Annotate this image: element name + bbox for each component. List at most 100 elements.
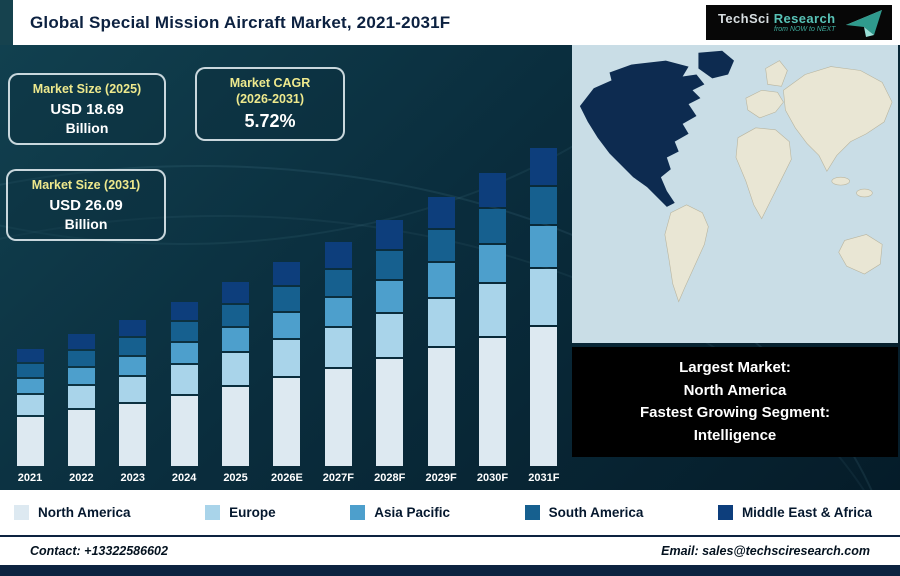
bar-segment-asia-pacific bbox=[119, 356, 147, 375]
bar-stack bbox=[170, 300, 198, 466]
bar-segment-asia-pacific bbox=[427, 263, 455, 298]
legend-swatch-icon bbox=[205, 505, 221, 520]
year-label: 2025 bbox=[223, 472, 248, 484]
chart-legend: North America Europe Asia Pacific South Ame… bbox=[0, 490, 900, 535]
bar-segment-asia-pacific bbox=[273, 312, 301, 339]
year-label: 2031F bbox=[528, 472, 560, 484]
legend-label: South America bbox=[548, 505, 644, 520]
main-panel: Market Size (2025) USD 18.69 Billion Mar… bbox=[0, 45, 900, 490]
footer-email: Email: sales@techsciresearch.com bbox=[661, 544, 870, 558]
bar-segment-middle-east-africa bbox=[427, 196, 455, 229]
bar-column: 2031F bbox=[526, 146, 562, 484]
logo-text: TechSci Research from NOW to NEXT bbox=[718, 10, 836, 34]
paper-plane-icon bbox=[846, 9, 882, 37]
world-map-svg bbox=[572, 46, 898, 342]
bottom-bar bbox=[0, 565, 900, 576]
bar-segment-middle-east-africa bbox=[376, 220, 404, 249]
year-label: 2026E bbox=[271, 472, 303, 484]
world-map bbox=[572, 45, 898, 343]
year-label: 2027F bbox=[322, 472, 354, 484]
bar-column: 2026E bbox=[269, 260, 305, 484]
bar-segment-europe bbox=[427, 299, 455, 347]
bar-segment-north-america bbox=[324, 368, 352, 466]
legend-item: Europe bbox=[205, 505, 276, 520]
market-cagr-box: Market CAGR (2026-2031) 5.72% bbox=[195, 67, 345, 142]
footer-contact: Contact: +13322586602 bbox=[30, 544, 168, 558]
bar-stack bbox=[273, 260, 301, 466]
bar-segment-asia-pacific bbox=[530, 226, 558, 267]
legend-item: Middle East & Africa bbox=[717, 505, 872, 520]
bar-stack bbox=[324, 240, 352, 466]
bar-segment-south-america bbox=[427, 230, 455, 262]
bar-segment-middle-east-africa bbox=[170, 301, 198, 321]
bar-segment-middle-east-africa bbox=[479, 173, 507, 208]
bar-segment-europe bbox=[324, 327, 352, 367]
bar-segment-middle-east-africa bbox=[324, 241, 352, 268]
bar-segment-europe bbox=[479, 284, 507, 336]
bar-segment-europe bbox=[376, 314, 404, 357]
market-size-2031-title: Market Size (2031) bbox=[31, 178, 141, 192]
bar-segment-middle-east-africa bbox=[222, 281, 250, 304]
year-label: 2021 bbox=[17, 472, 43, 484]
bar-segment-south-america bbox=[479, 209, 507, 244]
brand-tagline: from NOW to NEXT bbox=[774, 26, 836, 34]
legend-label: Europe bbox=[229, 505, 276, 520]
bar-segment-north-america bbox=[16, 416, 44, 466]
legend-item: South America bbox=[524, 505, 644, 520]
footer: Contact: +13322586602 Email: sales@techs… bbox=[0, 535, 900, 565]
bar-segment-europe bbox=[16, 395, 44, 415]
techsci-logo: TechSci Research from NOW to NEXT bbox=[706, 5, 892, 40]
bar-segment-north-america bbox=[479, 337, 507, 466]
bar-stack bbox=[16, 347, 44, 466]
bar-segment-north-america bbox=[427, 348, 455, 466]
bar-segment-north-america bbox=[170, 395, 198, 466]
header-accent-bar bbox=[0, 0, 13, 45]
year-label: 2028F bbox=[374, 472, 406, 484]
bar-segment-asia-pacific bbox=[67, 367, 95, 384]
bar-segment-north-america bbox=[67, 410, 95, 466]
legend-item: Asia Pacific bbox=[350, 505, 450, 520]
continent-scandinavia bbox=[765, 60, 788, 87]
bar-segment-middle-east-africa bbox=[16, 348, 44, 362]
brand-name: TechSci Research bbox=[718, 10, 836, 26]
island-indonesia bbox=[831, 176, 850, 186]
legend-swatch-icon bbox=[14, 505, 29, 520]
page-title: Global Special Mission Aircraft Market, … bbox=[30, 12, 451, 32]
bar-segment-north-america bbox=[530, 326, 558, 466]
bar-segment-south-america bbox=[324, 269, 352, 296]
continent-greenland bbox=[698, 50, 735, 79]
callout-line-1: Largest Market: bbox=[679, 359, 791, 376]
bar-segment-europe bbox=[273, 340, 301, 376]
bar-stack bbox=[376, 218, 404, 466]
bar-segment-north-america bbox=[119, 403, 147, 466]
header: Global Special Mission Aircraft Market, … bbox=[0, 0, 900, 45]
callout-line-4: Intelligence bbox=[693, 426, 777, 444]
bar-segment-south-america bbox=[119, 338, 147, 355]
legend-label: Asia Pacific bbox=[374, 505, 450, 520]
bar-segment-europe bbox=[67, 385, 95, 409]
bar-segment-europe bbox=[222, 353, 250, 385]
island-new-guinea bbox=[856, 188, 873, 198]
continent-north-america bbox=[579, 60, 705, 207]
bar-column: 2021 bbox=[12, 347, 48, 484]
bar-segment-asia-pacific bbox=[376, 281, 404, 313]
bar-segment-middle-east-africa bbox=[530, 148, 558, 186]
market-size-2025-title: Market Size (2025) bbox=[32, 82, 142, 96]
continent-south-america bbox=[664, 204, 709, 303]
bar-stack bbox=[119, 318, 147, 466]
legend-label: Middle East & Africa bbox=[741, 505, 872, 520]
bar-segment-asia-pacific bbox=[222, 328, 250, 352]
continent-australia bbox=[838, 234, 883, 275]
year-label: 2024 bbox=[171, 472, 197, 484]
bar-segment-asia-pacific bbox=[170, 343, 198, 364]
market-size-2031-value: USD 26.09 bbox=[49, 196, 123, 214]
brand-part-2: Research bbox=[769, 10, 836, 26]
bar-column: 2023 bbox=[115, 318, 151, 484]
market-cagr-subtitle: (2026-2031) bbox=[235, 91, 305, 106]
callout-line-2: North America bbox=[683, 381, 787, 399]
bar-segment-europe bbox=[119, 376, 147, 402]
year-label: 2023 bbox=[120, 472, 146, 484]
bar-segment-asia-pacific bbox=[16, 378, 44, 394]
market-cagr-value: 5.72% bbox=[244, 111, 296, 132]
legend-swatch-icon bbox=[350, 505, 366, 520]
